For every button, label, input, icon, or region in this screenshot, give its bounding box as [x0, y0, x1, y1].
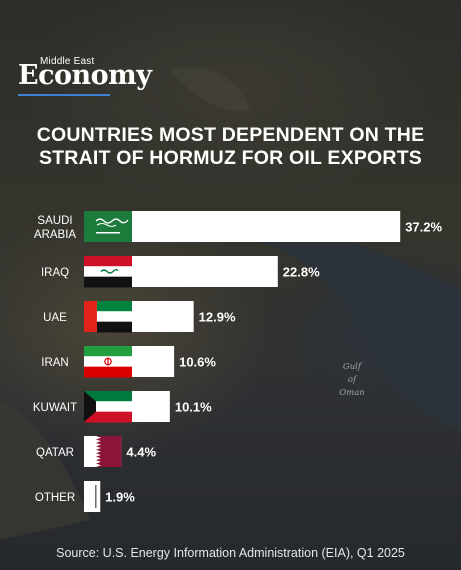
flag-band-red	[84, 366, 132, 378]
flag-script	[95, 218, 129, 224]
flag-qatar-icon	[84, 436, 122, 467]
bar-row-iran: IRAN 10.6%	[41, 346, 216, 378]
flag-other-icon	[84, 481, 101, 512]
bar	[84, 211, 401, 242]
flag-emblem-stem	[107, 357, 109, 366]
flag-band-green	[84, 346, 132, 357]
flag-band-red	[84, 256, 132, 267]
flag-iran-icon	[84, 346, 132, 378]
category-label: ARABIA	[34, 229, 77, 241]
category-label: KUWAIT	[33, 402, 77, 414]
value-label: 10.6%	[179, 355, 216, 370]
value-label: 10.1%	[175, 400, 212, 415]
bar-row-saudi-arabia: SAUDI ARABIA 37.2%	[34, 211, 443, 242]
category-label: QATAR	[36, 447, 74, 459]
flag-uae-icon	[84, 301, 132, 333]
bar-row-kuwait: KUWAIT 10.1%	[33, 391, 212, 423]
category-label: SAUDI	[37, 215, 72, 227]
bar-row-uae: UAE 12.9%	[43, 301, 236, 333]
map-label-of: of	[348, 375, 358, 385]
flag-iraq-icon	[84, 256, 132, 288]
flag-band-white	[84, 401, 132, 412]
chart-title: COUNTRIES MOST DEPENDENT ON THE STRAIT O…	[0, 124, 461, 170]
chart-title-line-2: STRAIT OF HORMUZ FOR OIL EXPORTS	[38, 147, 423, 169]
flag-band-white	[96, 311, 132, 322]
flag-band-green	[96, 301, 132, 312]
bar-row-iraq: IRAQ 22.8%	[41, 256, 320, 288]
flag-saudi-arabia-icon	[84, 211, 132, 242]
flag-serrated-band	[84, 436, 101, 467]
bar-row-qatar: QATAR 4.4%	[36, 436, 156, 467]
value-label: 22.8%	[283, 265, 320, 280]
bar-row-other: OTHER 1.9%	[35, 481, 135, 512]
flag-band-black	[96, 321, 132, 333]
value-label: 1.9%	[105, 490, 135, 505]
value-label: 37.2%	[405, 220, 442, 235]
flag-trapezoid	[84, 391, 96, 422]
category-label: UAE	[43, 312, 67, 324]
flag-band-black	[84, 276, 132, 288]
brand-small-text: Middle East	[40, 56, 95, 67]
category-label: IRAQ	[41, 267, 69, 279]
flag-field	[84, 211, 132, 242]
map-label-oman: Oman	[339, 388, 365, 398]
source-note: Source: U.S. Energy Information Administ…	[56, 546, 405, 560]
flag-band-red	[84, 301, 97, 332]
map-label-gulf: Gulf	[343, 362, 363, 372]
flag-kuwait-icon	[84, 391, 132, 423]
chart-title-line-1: COUNTRIES MOST DEPENDENT ON THE	[36, 124, 425, 146]
brand-underline	[18, 94, 110, 96]
flag-band-green	[84, 391, 132, 402]
flag-blank	[84, 481, 101, 512]
category-label: OTHER	[35, 492, 75, 504]
flag-sword	[96, 232, 120, 234]
flag-band-red	[84, 411, 132, 423]
value-label: 12.9%	[199, 310, 236, 325]
other-divider	[95, 485, 97, 508]
flag-script	[100, 269, 119, 274]
value-label: 4.4%	[126, 445, 156, 460]
flag-script-2	[96, 222, 117, 228]
brand-big-text: Economy	[18, 60, 152, 91]
category-label: IRAN	[41, 357, 68, 369]
